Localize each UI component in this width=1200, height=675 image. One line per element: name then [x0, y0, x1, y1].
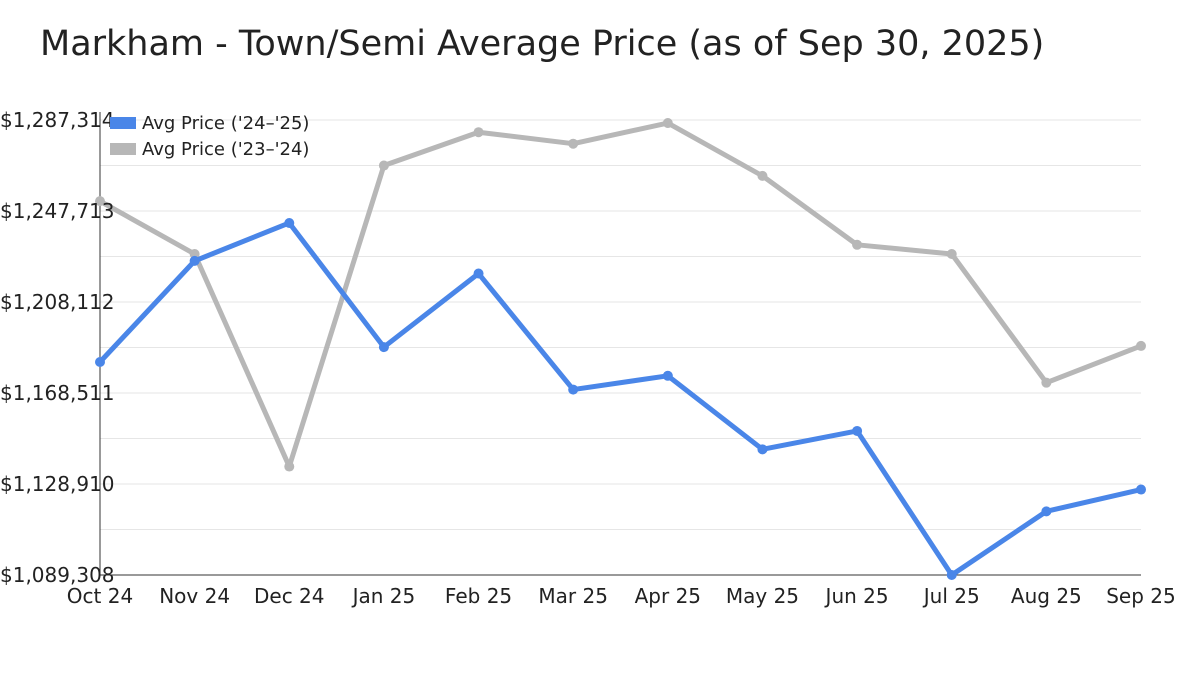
- data-point: [473, 127, 484, 138]
- tick-labels: $1,089,308 $1,128,910 $1,168,511 $1,208,112…: [0, 108, 1176, 608]
- series-line-0: [97, 220, 1144, 578]
- legend-label-0: Avg Price ('24–'25): [142, 113, 309, 134]
- y-tick-label: $1,089,308: [0, 563, 115, 587]
- x-tick-label: Aug 25: [1011, 584, 1082, 608]
- legend-label-1: Avg Price ('23–'24): [142, 139, 309, 160]
- data-point: [757, 170, 768, 181]
- data-point: [852, 239, 863, 250]
- data-point: [568, 384, 579, 395]
- data-point: [662, 118, 673, 129]
- data-point: [568, 138, 579, 149]
- legend: Avg Price ('24–'25) Avg Price ('23–'24): [110, 113, 309, 160]
- series-line-1: [97, 120, 1144, 470]
- x-tick-label: Mar 25: [538, 584, 608, 608]
- chart-title: Markham - Town/Semi Average Price (as of…: [40, 24, 1045, 64]
- y-tick-label: $1,287,314: [0, 108, 115, 132]
- data-point: [946, 570, 957, 580]
- data-point: [662, 370, 673, 381]
- legend-swatch-0: [110, 117, 136, 129]
- data-point: [378, 342, 389, 353]
- x-tick-label: Apr 25: [635, 584, 701, 608]
- data-point: [473, 268, 484, 279]
- data-point: [1136, 484, 1146, 495]
- data-point: [946, 249, 957, 260]
- data-point: [852, 425, 863, 436]
- data-point: [95, 196, 105, 207]
- data-point: [1041, 506, 1052, 517]
- data-point: [189, 249, 200, 260]
- data-point: [284, 461, 295, 472]
- x-tick-label: Jul 25: [922, 584, 980, 608]
- y-tick-label: $1,208,112: [0, 290, 115, 314]
- data-point: [284, 217, 295, 228]
- legend-swatch-1: [110, 143, 136, 155]
- series-lines: [95, 118, 1146, 580]
- x-tick-label: Dec 24: [254, 584, 325, 608]
- y-tick-label: $1,128,910: [0, 472, 115, 496]
- gridlines: [100, 119, 1141, 530]
- x-tick-label: Jan 25: [351, 584, 416, 608]
- x-tick-label: Nov 24: [159, 584, 230, 608]
- y-tick-label: $1,247,713: [0, 199, 115, 223]
- data-point: [1136, 340, 1146, 351]
- axes: [99, 112, 1141, 576]
- x-tick-label: Sep 25: [1106, 584, 1176, 608]
- x-tick-label: May 25: [726, 584, 799, 608]
- x-tick-label: Oct 24: [67, 584, 133, 608]
- x-tick-label: Jun 25: [824, 584, 889, 608]
- data-point: [378, 160, 389, 171]
- x-tick-label: Feb 25: [445, 584, 512, 608]
- data-point: [95, 357, 105, 368]
- data-point: [189, 255, 200, 266]
- data-point: [1041, 377, 1052, 388]
- y-tick-label: $1,168,511: [0, 381, 115, 405]
- data-point: [757, 444, 768, 455]
